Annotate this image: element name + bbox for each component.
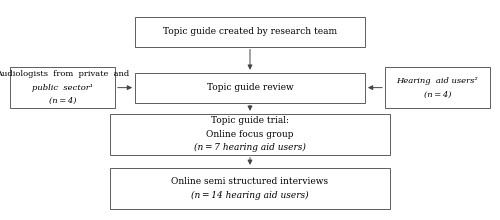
Bar (10, 67, 115, 108)
Text: (n = 14 hearing aid users): (n = 14 hearing aid users) (191, 191, 309, 200)
Text: (n = 4): (n = 4) (49, 97, 76, 105)
Text: Topic guide review: Topic guide review (206, 83, 294, 92)
Text: Hearing  aid users²: Hearing aid users² (396, 77, 478, 85)
Text: Topic guide trial:: Topic guide trial: (211, 116, 289, 125)
Text: Online semi structured interviews: Online semi structured interviews (172, 177, 328, 186)
Text: (n = 4): (n = 4) (424, 90, 451, 98)
Text: Audiologists  from  private  and: Audiologists from private and (0, 70, 129, 78)
Bar (135, 73, 365, 103)
Text: Topic guide created by research team: Topic guide created by research team (163, 27, 337, 36)
Bar (385, 67, 490, 108)
Text: public  sector¹: public sector¹ (32, 84, 93, 92)
Bar (110, 114, 390, 155)
Bar (135, 17, 365, 47)
Text: Online focus group: Online focus group (206, 130, 294, 139)
Text: (n = 7 hearing aid users): (n = 7 hearing aid users) (194, 143, 306, 152)
Bar (110, 168, 390, 209)
